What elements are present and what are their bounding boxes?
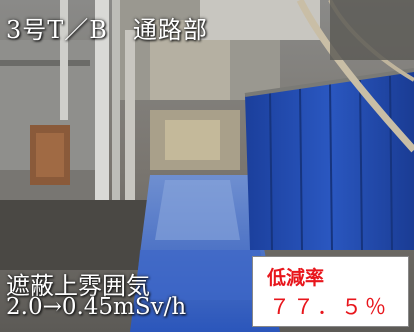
reduction-rate-value: ７７．５％ bbox=[269, 295, 389, 319]
caption-dose-rate: 2.0→0.45mSv/h bbox=[6, 294, 187, 320]
reduction-rate-label: 低減率 bbox=[267, 267, 325, 289]
photo-title: 3号T／B 通路部 bbox=[6, 16, 208, 44]
caption-atmosphere-label: 遮蔽上雰囲気 bbox=[6, 272, 150, 300]
reduction-rate-box: 低減率 ７７．５％ bbox=[252, 256, 409, 327]
